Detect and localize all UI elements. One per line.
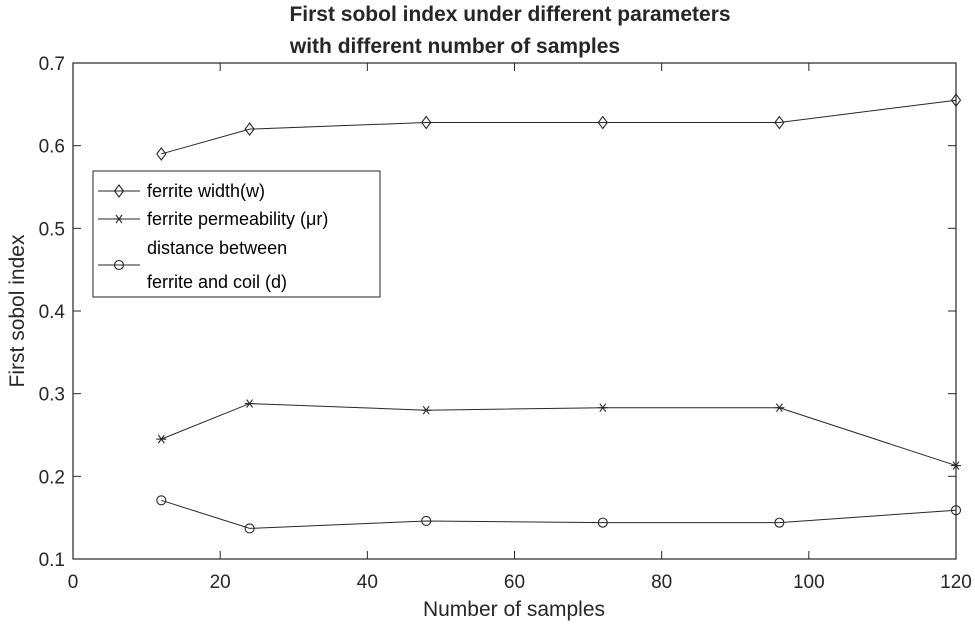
y-tick-label: 0.4 [39,302,66,323]
data-point-0-4 [774,115,785,130]
legend-marker-2 [113,259,125,271]
x-tick-label: 60 [504,572,525,593]
y-tick-label: 0.7 [39,54,65,75]
data-point-1-0 [156,434,167,444]
x-tick-label: 100 [793,572,825,593]
x-axis-label: Number of samples [423,598,605,621]
y-tick-label: 0.3 [39,385,65,406]
data-point-1-4 [774,403,785,413]
data-point-2-2 [421,515,432,527]
legend-samples [98,184,140,271]
legend-label-distance-line-1: distance between [147,238,287,258]
series-line-1 [161,403,957,467]
y-axis-label: First sobol index [6,234,29,387]
data-point-0-2 [421,115,432,130]
y-tick-label: 0.5 [39,219,65,240]
data-point-2-0 [156,495,167,506]
data-point-1-3 [597,403,608,413]
y-tick-label: 0.1 [39,550,65,571]
data-point-0-3 [597,115,608,130]
data-point-0-1 [244,122,255,137]
x-axis: 0 20 40 60 80 100 120 [68,63,972,593]
series-layer [156,93,962,534]
data-point-1-1 [244,399,255,408]
legend-label-ferrite-width: ferrite width(w) [147,181,265,201]
data-point-2-3 [597,517,608,528]
y-tick-label: 0.2 [39,467,65,488]
series-line-0 [161,99,957,155]
legend-box [92,170,381,298]
legend-label-ferrite-permeability: ferrite permeability (μr) [147,209,328,229]
chart-title-line-2: with different number of samples [289,35,620,58]
legend-marker-1 [114,214,124,224]
x-tick-label: 80 [651,572,672,593]
y-tick-label: 0.6 [39,137,65,158]
legend: ferrite width(w) ferrite permeability (μ… [92,170,381,298]
series-line-2 [161,499,957,529]
x-tick-label: 0 [68,572,79,593]
x-tick-label: 120 [940,572,972,593]
data-point-0-0 [156,147,167,161]
y-axis: 0.1 0.2 0.3 0.4 0.5 0.6 0.7 [39,54,956,571]
legend-label-distance-line-2: ferrite and coil (d) [147,272,287,292]
data-point-2-4 [774,517,785,528]
x-tick-label: 20 [210,572,231,593]
data-point-1-2 [421,405,432,415]
legend-marker-0 [113,184,125,198]
data-point-2-1 [244,523,255,534]
chart-title-line-1: First sobol index under different parame… [289,3,730,26]
x-tick-label: 40 [357,572,378,593]
